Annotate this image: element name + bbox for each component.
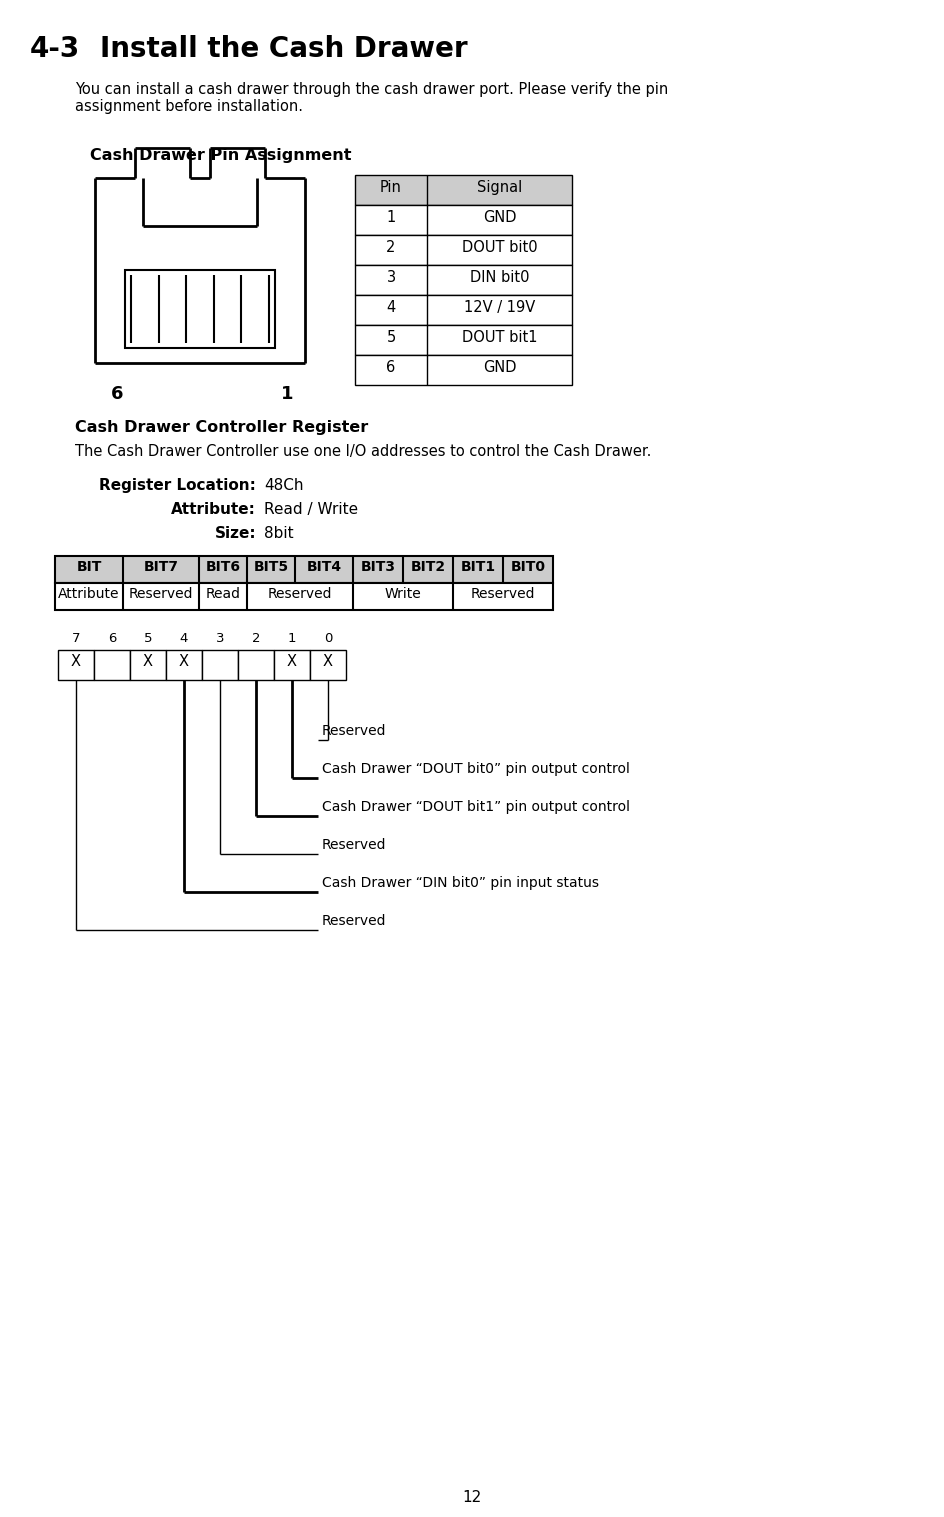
Text: 3: 3 [386,270,396,285]
Text: GND: GND [482,360,515,375]
Text: Register Location:: Register Location: [99,478,256,493]
Text: GND: GND [482,209,515,225]
Text: 8bit: 8bit [263,526,294,542]
Bar [202,649,238,680]
Bar [93,649,130,680]
Text: You can install a cash drawer through the cash drawer port. Please verify the pi: You can install a cash drawer through th… [75,82,667,114]
Text: Cash Drawer “DOUT bit0” pin output control: Cash Drawer “DOUT bit0” pin output contr… [322,762,630,777]
Text: BIT: BIT [76,560,102,573]
Bar [130,649,166,680]
Text: Reserved: Reserved [322,837,386,853]
Text: 0: 0 [324,633,332,645]
Text: BIT5: BIT5 [253,560,288,573]
Text: Attribute:: Attribute: [171,502,256,517]
Text: 4-3: 4-3 [30,35,80,64]
Text: Install the Cash Drawer: Install the Cash Drawer [100,35,467,64]
Text: X: X [71,654,81,669]
Bar [58,649,93,680]
Bar [55,557,552,583]
Bar [355,235,571,265]
Text: Cash Drawer “DIN bit0” pin input status: Cash Drawer “DIN bit0” pin input status [322,875,598,890]
Text: 1: 1 [287,633,295,645]
Text: BIT2: BIT2 [410,560,445,573]
Text: 5: 5 [143,633,152,645]
Bar [166,649,202,680]
Text: 12V / 19V: 12V / 19V [464,300,534,316]
Text: 1: 1 [280,385,293,404]
Bar [355,294,571,325]
Text: The Cash Drawer Controller use one I/O addresses to control the Cash Drawer.: The Cash Drawer Controller use one I/O a… [75,444,650,460]
Text: BIT1: BIT1 [460,560,495,573]
Text: BIT4: BIT4 [306,560,341,573]
Text: 2: 2 [251,633,260,645]
Text: X: X [143,654,153,669]
Text: 3: 3 [215,633,224,645]
Text: 5: 5 [386,331,396,344]
Text: 7: 7 [72,633,80,645]
Text: Cash Drawer “DOUT bit1” pin output control: Cash Drawer “DOUT bit1” pin output contr… [322,799,630,815]
Text: BIT0: BIT0 [510,560,545,573]
Bar [238,649,274,680]
Text: X: X [178,654,189,669]
Text: 48Ch: 48Ch [263,478,303,493]
Text: Signal: Signal [477,181,522,196]
Bar [355,205,571,235]
Bar [55,583,552,610]
Text: 1: 1 [386,209,396,225]
Text: 6: 6 [386,360,396,375]
Text: X: X [323,654,332,669]
Bar [355,174,571,205]
Bar [355,265,571,294]
Text: X: X [287,654,296,669]
Text: Reserved: Reserved [128,587,193,601]
Bar [355,325,571,355]
Bar [355,355,571,385]
Text: BIT6: BIT6 [205,560,240,573]
Text: Pin: Pin [379,181,401,196]
Text: Size:: Size: [214,526,256,542]
Text: Reserved: Reserved [322,724,386,737]
Text: DOUT bit1: DOUT bit1 [462,331,537,344]
Text: BIT7: BIT7 [143,560,178,573]
Text: 2: 2 [386,240,396,255]
Text: Read / Write: Read / Write [263,502,358,517]
Text: Write: Write [384,587,421,601]
Text: Read: Read [205,587,240,601]
Text: Cash Drawer Pin Assignment: Cash Drawer Pin Assignment [90,149,351,162]
Text: Reserved: Reserved [322,915,386,928]
Text: 6: 6 [108,633,116,645]
Text: 4: 4 [386,300,396,316]
Text: Reserved: Reserved [267,587,332,601]
Text: 12: 12 [462,1490,481,1505]
Text: DIN bit0: DIN bit0 [469,270,529,285]
Text: Cash Drawer Controller Register: Cash Drawer Controller Register [75,420,368,435]
Text: 4: 4 [179,633,188,645]
Text: Reserved: Reserved [470,587,534,601]
Text: Attribute: Attribute [59,587,120,601]
Text: BIT3: BIT3 [360,560,396,573]
Text: 6: 6 [110,385,123,404]
Text: DOUT bit0: DOUT bit0 [462,240,537,255]
Bar [274,649,310,680]
Bar [125,270,275,347]
Bar [310,649,346,680]
